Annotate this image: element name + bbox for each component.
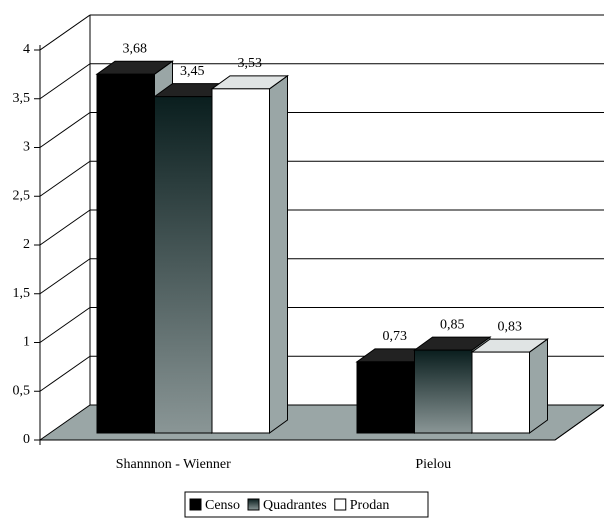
legend-swatch — [247, 498, 260, 511]
y-tick-label: 0 — [23, 432, 30, 447]
grid-line — [39, 209, 91, 246]
legend-swatch — [189, 498, 202, 511]
grid-line — [39, 63, 91, 100]
legend-label: Censo — [205, 498, 240, 513]
legend-label: Prodan — [350, 498, 390, 513]
x-axis-depth — [554, 404, 604, 441]
y-tick-label: 4 — [23, 42, 30, 57]
y-tick-label: 1,5 — [13, 286, 31, 301]
y-tick-label: 1 — [23, 335, 30, 350]
y-tick-label: 0,5 — [13, 383, 31, 398]
grid-line — [39, 160, 91, 197]
data-label: 0,73 — [383, 329, 408, 344]
x-tick-label: Pielou — [415, 457, 451, 472]
y-tick-label: 2,5 — [13, 188, 31, 203]
grid-line — [39, 14, 91, 51]
legend-label: Quadrantes — [263, 498, 327, 513]
data-label: 3,68 — [123, 41, 148, 56]
bar — [154, 96, 213, 434]
grid-line — [39, 258, 91, 295]
legend-swatch — [334, 498, 347, 511]
bar — [96, 73, 155, 434]
data-label: 3,53 — [238, 56, 263, 71]
bar-side — [269, 74, 288, 434]
bar — [211, 88, 270, 434]
bar — [414, 349, 473, 434]
grid-line — [39, 112, 91, 148]
bar — [471, 351, 530, 434]
data-label: 0,85 — [440, 317, 465, 332]
y-tick-label: 3,5 — [13, 91, 31, 106]
bar — [356, 361, 415, 434]
data-label: 3,45 — [180, 64, 205, 79]
data-label: 0,83 — [498, 319, 523, 334]
x-tick-label: Shannnon - Wienner — [116, 457, 231, 472]
bar-side — [529, 338, 548, 434]
grid-line — [39, 355, 91, 392]
y-tick-label: 3 — [23, 140, 30, 155]
y-tick-label: 2 — [23, 237, 30, 252]
grid-line — [39, 307, 91, 343]
legend — [184, 491, 429, 518]
